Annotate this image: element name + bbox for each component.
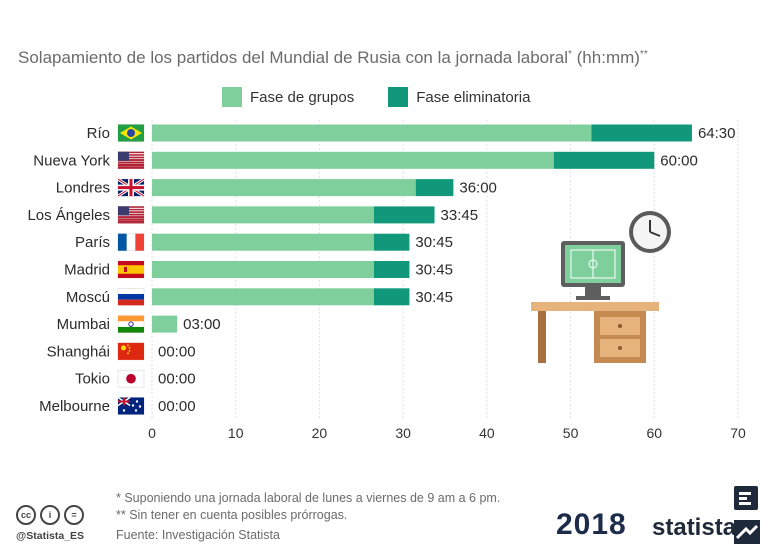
india-flag-icon [117, 315, 145, 333]
data-label-9: 00:00 [158, 371, 196, 388]
data-label-1: 60:00 [660, 152, 698, 169]
legend-item-group-stage: Fase de grupos [222, 87, 354, 107]
bar-group-stage-3 [152, 206, 374, 224]
legend-label-group-stage: Fase de grupos [250, 88, 355, 106]
data-label-2: 36:00 [459, 180, 497, 197]
usa-flag-icon [117, 151, 145, 170]
data-label-6: 30:45 [415, 289, 453, 306]
bar-group-stage-7 [152, 315, 178, 333]
data-label-7: 03:00 [183, 316, 221, 333]
statista-logo[interactable]: statista [652, 514, 737, 541]
bar-group-stage-6 [152, 288, 374, 306]
title-footnote-mark: * [568, 49, 572, 60]
bar-knockout-stage-0 [591, 124, 692, 142]
bar-knockout-stage-4 [373, 233, 410, 251]
bar-knockout-stage-6 [373, 288, 410, 306]
category-label-3: Los Ángeles [27, 207, 110, 224]
bar-group-stage-4 [152, 233, 374, 251]
data-label-3: 33:45 [441, 207, 479, 224]
footnotes: * Suponiendo una jornada laboral de lune… [116, 490, 500, 524]
bar-group-stage-2 [152, 179, 416, 197]
title-unit: (hh:mm) [571, 48, 640, 67]
category-label-5: Madrid [64, 262, 110, 279]
twitter-handle[interactable]: @Statista_ES [16, 530, 85, 542]
source: Fuente: Investigación Statista [116, 528, 280, 542]
x-tick-label-60: 60 [646, 425, 662, 441]
spain-flag-icon [117, 260, 145, 279]
bar-group-stage-5 [152, 261, 374, 278]
title-main: Solapamiento de los partidos del Mundial… [18, 48, 569, 67]
uk-flag-icon [117, 177, 145, 198]
data-label-4: 30:45 [415, 234, 453, 251]
legend-label-knockout-stage: Fase eliminatoria [416, 88, 531, 106]
category-label-1: Nueva York [33, 152, 110, 169]
category-label-10: Melbourne [39, 398, 110, 415]
x-tick-label-50: 50 [563, 425, 579, 441]
legend: Fase de grupos Fase eliminatoria [222, 87, 530, 107]
x-tick-label-0: 0 [148, 425, 156, 441]
china-flag-icon [117, 342, 145, 361]
bar-knockout-stage-3 [373, 206, 435, 224]
category-label-6: Moscú [66, 289, 110, 306]
legend-item-knockout-stage: Fase eliminatoria [388, 87, 530, 107]
data-label-0: 64:30 [698, 125, 736, 142]
title-footnote-mark-2: ** [639, 49, 648, 60]
office-desk-illustration [531, 211, 671, 363]
australia-flag-icon [117, 396, 145, 415]
usa-flag-icon [117, 206, 145, 224]
brazil-flag-icon [117, 124, 145, 142]
x-tick-label-70: 70 [730, 425, 746, 441]
russia-flag-icon [117, 287, 145, 306]
bar-knockout-stage-5 [373, 261, 410, 278]
data-label-10: 00:00 [158, 398, 196, 415]
footnote-1: * Suponiendo una jornada laboral de lune… [116, 491, 501, 505]
legend-swatch-knockout-stage [388, 87, 409, 107]
bar-group-stage-0 [152, 124, 592, 142]
legend-swatch-group-stage [222, 87, 242, 107]
statista-mark-icon [734, 520, 760, 544]
chart-title: Solapamiento de los partidos del Mundial… [18, 48, 758, 68]
japan-flag-icon [117, 369, 145, 388]
x-tick-label-10: 10 [228, 425, 244, 441]
category-label-9: Tokio [75, 371, 110, 388]
x-tick-label-30: 30 [395, 425, 411, 441]
statista-share-icon[interactable] [732, 484, 760, 512]
license-icons[interactable]: cc i = [16, 505, 84, 525]
category-label-4: París [75, 234, 110, 251]
data-label-5: 30:45 [415, 262, 453, 279]
no-derivatives-icon: = [64, 505, 84, 525]
france-flag-icon [117, 233, 145, 251]
data-label-8: 00:00 [158, 343, 196, 360]
attribution-icon: i [40, 505, 60, 525]
category-label-8: Shanghái [47, 343, 110, 360]
footnote-2: ** Sin tener en cuenta posibles prórroga… [116, 508, 348, 522]
x-tick-label-20: 20 [312, 425, 328, 441]
bar-knockout-stage-1 [553, 151, 655, 169]
bar-group-stage-1 [152, 151, 554, 169]
category-label-7: Mumbai [57, 316, 110, 333]
x-tick-label-40: 40 [479, 425, 495, 441]
bar-knockout-stage-2 [415, 179, 454, 197]
world-cup-2018-logo: 2018 [556, 508, 627, 541]
category-label-0: Río [87, 125, 110, 142]
category-label-2: Londres [56, 180, 110, 197]
cc-icon: cc [16, 505, 36, 525]
